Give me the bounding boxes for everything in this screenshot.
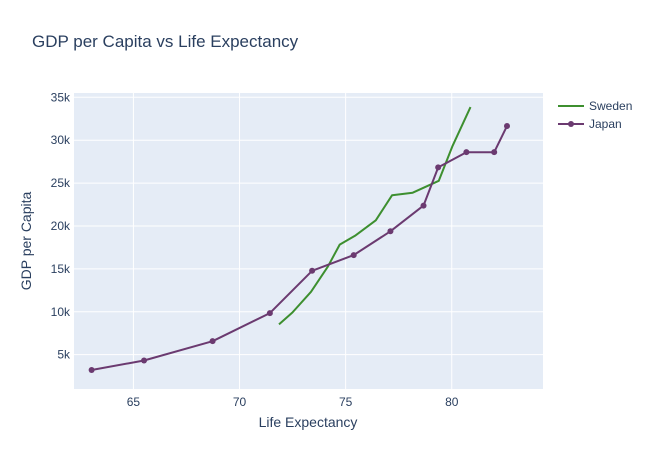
x-axis-title: Life Expectancy — [259, 414, 358, 430]
y-tick-label: 30k — [51, 133, 71, 147]
legend-label: Japan — [589, 117, 622, 131]
y-axis-title: GDP per Capita — [18, 192, 34, 291]
x-tick-label: 65 — [127, 395, 141, 409]
y-axis: 5k 10k 15k 20k 25k 30k 35k — [51, 90, 71, 361]
legend-item-sweden[interactable]: Sweden — [558, 99, 632, 113]
data-point-japan[interactable] — [387, 228, 394, 235]
data-point-japan[interactable] — [266, 310, 273, 317]
x-tick-label: 75 — [339, 395, 353, 409]
data-point-japan[interactable] — [209, 338, 216, 345]
data-point-japan[interactable] — [350, 252, 357, 259]
series-layer — [88, 106, 510, 373]
data-point-japan[interactable] — [435, 164, 442, 171]
data-point-japan[interactable] — [463, 149, 470, 156]
data-point-japan[interactable] — [491, 149, 498, 156]
legend-item-japan[interactable]: Japan — [558, 117, 622, 131]
data-point-japan[interactable] — [141, 357, 148, 364]
series-line-japan[interactable] — [91, 125, 508, 371]
legend[interactable]: Sweden Japan — [558, 99, 632, 131]
chart-title: GDP per Capita vs Life Expectancy — [32, 32, 299, 51]
plot-background — [74, 93, 543, 389]
x-axis: 65 70 75 80 — [127, 395, 459, 409]
data-point-japan[interactable] — [309, 267, 316, 274]
x-tick-label: 70 — [233, 395, 247, 409]
data-point-japan[interactable] — [420, 202, 427, 209]
legend-marker — [568, 121, 574, 127]
y-tick-label: 15k — [51, 262, 71, 276]
legend-label: Sweden — [589, 99, 632, 113]
y-tick-label: 35k — [51, 90, 71, 104]
y-tick-label: 5k — [57, 348, 71, 362]
series-line-sweden[interactable] — [278, 106, 472, 326]
y-tick-label: 10k — [51, 305, 71, 319]
data-point-japan[interactable] — [503, 122, 510, 129]
x-tick-label: 80 — [445, 395, 459, 409]
data-point-japan[interactable] — [88, 366, 95, 373]
grid — [74, 93, 543, 389]
y-tick-label: 25k — [51, 176, 71, 190]
y-tick-label: 20k — [51, 219, 71, 233]
